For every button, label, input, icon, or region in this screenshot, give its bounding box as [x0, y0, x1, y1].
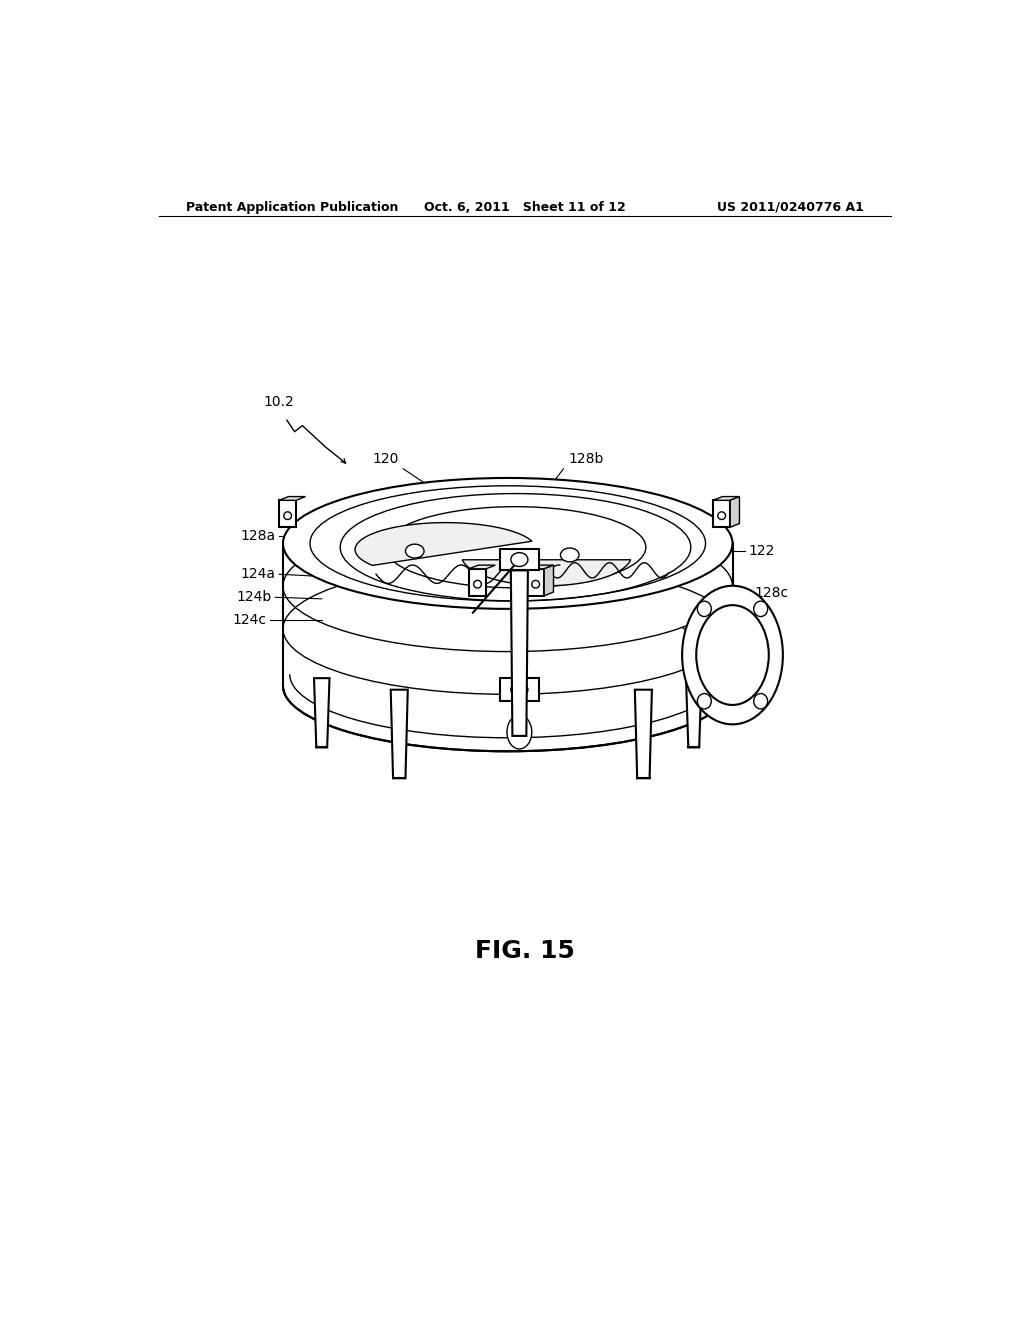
Polygon shape	[469, 569, 486, 595]
Polygon shape	[283, 544, 732, 686]
Ellipse shape	[754, 693, 768, 709]
Polygon shape	[527, 569, 544, 595]
Ellipse shape	[406, 544, 424, 558]
Ellipse shape	[696, 605, 769, 705]
Text: 122: 122	[748, 544, 774, 558]
Ellipse shape	[697, 693, 712, 709]
Ellipse shape	[283, 620, 732, 751]
Ellipse shape	[560, 548, 579, 562]
Polygon shape	[713, 500, 730, 527]
Text: 128a: 128a	[240, 529, 275, 543]
Text: 126: 126	[748, 624, 774, 639]
Text: 124c: 124c	[232, 614, 266, 627]
Text: US 2011/0240776 A1: US 2011/0240776 A1	[718, 201, 864, 214]
Text: 128b: 128b	[568, 453, 603, 466]
Polygon shape	[544, 565, 554, 595]
Polygon shape	[500, 549, 539, 570]
Ellipse shape	[718, 512, 726, 520]
Polygon shape	[280, 496, 305, 500]
Ellipse shape	[511, 553, 528, 566]
Text: 10.2: 10.2	[263, 395, 294, 409]
Ellipse shape	[511, 682, 528, 697]
Polygon shape	[527, 565, 554, 569]
Polygon shape	[391, 689, 408, 779]
Ellipse shape	[284, 512, 292, 520]
Ellipse shape	[682, 586, 783, 725]
Ellipse shape	[531, 581, 540, 589]
Ellipse shape	[697, 601, 712, 616]
Polygon shape	[469, 565, 496, 569]
Text: 124b: 124b	[237, 590, 271, 605]
Ellipse shape	[754, 601, 768, 616]
Polygon shape	[355, 523, 532, 565]
Polygon shape	[511, 570, 528, 737]
Text: FIG. 15: FIG. 15	[475, 940, 574, 964]
Polygon shape	[500, 678, 539, 701]
Polygon shape	[635, 689, 652, 779]
Text: Patent Application Publication: Patent Application Publication	[186, 201, 398, 214]
Text: 128c: 128c	[755, 586, 788, 601]
Ellipse shape	[507, 715, 531, 748]
Polygon shape	[280, 500, 296, 527]
Ellipse shape	[283, 478, 732, 609]
Polygon shape	[462, 560, 631, 586]
Text: Oct. 6, 2011   Sheet 11 of 12: Oct. 6, 2011 Sheet 11 of 12	[424, 201, 626, 214]
Polygon shape	[730, 496, 739, 527]
Ellipse shape	[474, 581, 481, 589]
Text: 120: 120	[373, 453, 399, 466]
Polygon shape	[713, 496, 739, 500]
Polygon shape	[686, 678, 701, 747]
Polygon shape	[314, 678, 330, 747]
Text: 124a: 124a	[241, 568, 275, 581]
